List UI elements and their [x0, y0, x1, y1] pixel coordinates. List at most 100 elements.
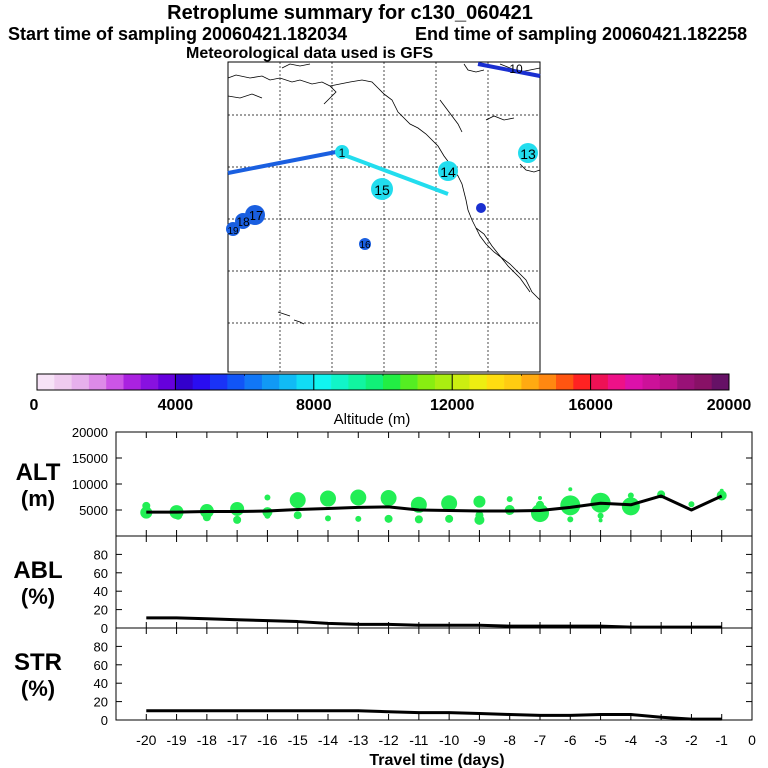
colorbar-swatch — [607, 374, 626, 390]
y-tick-label: 20 — [94, 695, 108, 710]
trajectory-segment-blue — [227, 150, 337, 175]
colorbar-swatch — [88, 374, 107, 390]
series-line-abl — [146, 616, 722, 629]
x-tick-label: -2 — [685, 732, 698, 748]
scatter-point — [384, 514, 393, 523]
x-tick-label: -9 — [473, 732, 486, 748]
trajectory-map: 1 13 14 15 16 17 18 19 10 — [226, 61, 541, 373]
x-tick-label: -18 — [197, 732, 217, 748]
map-markers: 1 13 14 15 16 17 18 19 10 — [226, 62, 538, 251]
scatter-point — [627, 492, 634, 499]
panel-str: 80 60 40 20 0 STR(%) — [14, 627, 753, 728]
scatter-point — [230, 501, 245, 516]
y-tick-label: 20 — [94, 603, 108, 618]
colorbar-swatch — [313, 374, 332, 390]
colorbar-swatch — [383, 374, 401, 390]
colorbar-title: Altitude (m) — [334, 411, 411, 428]
scatter-point — [621, 497, 640, 516]
x-tick-label: -13 — [348, 732, 368, 748]
colorbar-swatch — [261, 374, 280, 390]
colorbar-swatch — [590, 374, 609, 390]
scatter-point — [568, 487, 573, 492]
altitude-colorbar: 0 4000 8000 12000 16000 20000 — [30, 373, 752, 414]
end-time-label: End time of sampling 20060421.182258 — [415, 24, 748, 44]
scatter-point — [441, 495, 458, 512]
colorbar-swatch — [677, 374, 695, 390]
colorbar-swatch — [37, 374, 55, 390]
trajectory-segment-cyan — [335, 150, 449, 196]
x-tick-label: -14 — [318, 732, 338, 748]
colorbar-swatch — [158, 374, 176, 390]
map-marker-19 — [226, 222, 240, 236]
colorbar-swatch — [452, 374, 470, 390]
x-tick-label: -6 — [564, 732, 577, 748]
x-tick-label: -19 — [166, 732, 186, 748]
x-tick-label: -15 — [288, 732, 308, 748]
colorbar-swatch — [227, 374, 245, 390]
map-label: 17 — [249, 208, 263, 223]
coastlines — [227, 63, 541, 325]
start-time-label: Start time of sampling 20060421.182034 — [8, 24, 348, 44]
scatter-point — [473, 495, 486, 508]
scatter-point — [289, 492, 306, 509]
scatter-point — [325, 515, 331, 522]
y-axis-label: (m) — [21, 486, 55, 511]
x-tick-label: -10 — [439, 732, 459, 748]
map-frame — [227, 61, 541, 373]
y-tick-label: 5000 — [79, 503, 108, 518]
y-tick-label: 40 — [94, 676, 108, 691]
scatter-point — [474, 514, 485, 525]
colorbar-swatch — [486, 374, 505, 390]
scatter-point — [202, 513, 211, 522]
x-tick-label: -5 — [594, 732, 607, 748]
time-series-panels: 2000015000100005000ALT(m)806040200ABL(%)… — [13, 425, 756, 768]
x-tick-label: -3 — [655, 732, 668, 748]
scatter-point — [320, 490, 336, 507]
colorbar-swatch — [244, 374, 263, 390]
trajectory-segment-top — [477, 62, 541, 78]
scatter-point — [414, 515, 423, 524]
colorbar-swatch — [504, 374, 522, 390]
colorbar-tick-label: 8000 — [296, 397, 332, 414]
colorbar-swatch — [54, 374, 72, 390]
map-label: 10 — [509, 62, 523, 76]
map-marker-14 — [438, 161, 458, 181]
panel-abl: 80 60 40 20 0 ABL(%) — [13, 535, 753, 636]
series-line-alt — [146, 494, 723, 514]
figure-title: Retroplume summary for c130_060421 — [167, 2, 533, 24]
scatter-point — [264, 512, 271, 519]
scatter-point — [567, 516, 574, 523]
y-axis-label: (%) — [21, 676, 55, 701]
x-tick-label: -16 — [257, 732, 277, 748]
colorbar-tick-label: 20000 — [707, 397, 752, 414]
scatter-point — [293, 511, 302, 520]
scatter-point — [536, 500, 544, 509]
panel-frame — [115, 431, 753, 537]
panel-frame — [115, 535, 753, 629]
scatter-point — [233, 515, 242, 524]
colorbar-swatch — [123, 374, 142, 390]
x-axis-label: Travel time (days) — [369, 752, 504, 768]
colorbar-swatch — [192, 374, 211, 390]
x-tick-label: -4 — [625, 732, 638, 748]
scatter-point — [719, 488, 724, 493]
colorbar-swatch — [625, 374, 643, 390]
x-tick-label: -7 — [534, 732, 547, 748]
map-marker-1 — [335, 145, 349, 159]
y-axis-label: ALT — [16, 459, 61, 486]
x-tick-label: -1 — [715, 732, 728, 748]
y-tick-label: 80 — [94, 639, 108, 654]
x-tick-label: -17 — [227, 732, 247, 748]
colorbar-tick-label: 4000 — [158, 397, 194, 414]
y-tick-label: 60 — [94, 658, 108, 673]
scatter-point — [264, 494, 271, 501]
y-tick-label: 15000 — [72, 451, 108, 466]
colorbar-swatch — [365, 374, 384, 390]
scatter-point — [445, 514, 454, 523]
colorbar-swatch — [659, 374, 678, 390]
y-axis-label: (%) — [21, 584, 55, 609]
y-tick-label: 80 — [94, 547, 108, 562]
map-label: 15 — [374, 182, 390, 198]
scatter-point — [688, 501, 695, 508]
